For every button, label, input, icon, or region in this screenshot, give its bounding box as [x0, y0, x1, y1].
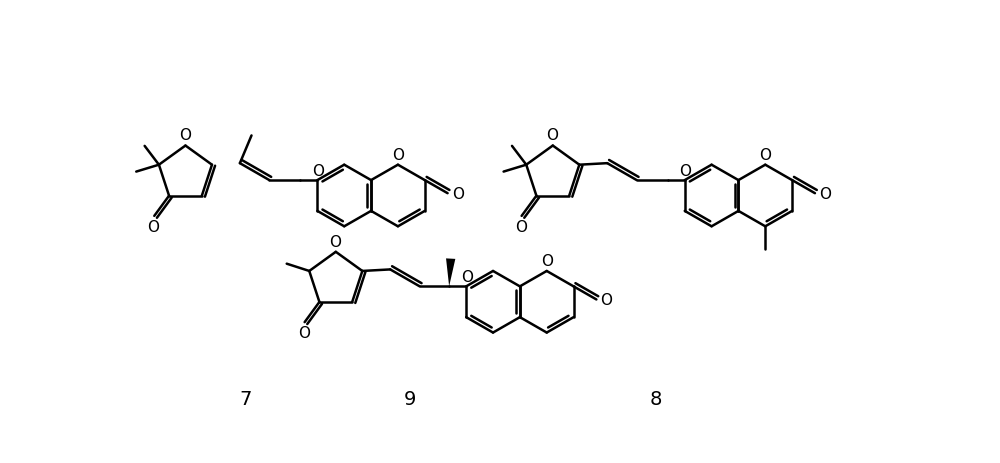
Text: O: O [461, 269, 473, 284]
Text: O: O [515, 219, 527, 235]
Text: O: O [298, 325, 310, 341]
Text: O: O [819, 186, 831, 201]
Text: 9: 9 [404, 389, 416, 408]
Text: O: O [312, 163, 324, 178]
Text: O: O [759, 148, 771, 163]
Text: O: O [541, 254, 553, 269]
Text: O: O [452, 186, 464, 201]
Text: O: O [546, 128, 558, 143]
Text: O: O [600, 292, 612, 307]
Text: 8: 8 [650, 389, 662, 408]
Text: O: O [392, 148, 404, 163]
Text: O: O [148, 219, 160, 235]
Polygon shape [446, 259, 455, 287]
Text: O: O [329, 234, 341, 249]
Text: 7: 7 [239, 389, 251, 408]
Text: O: O [680, 163, 692, 178]
Text: O: O [179, 128, 191, 143]
